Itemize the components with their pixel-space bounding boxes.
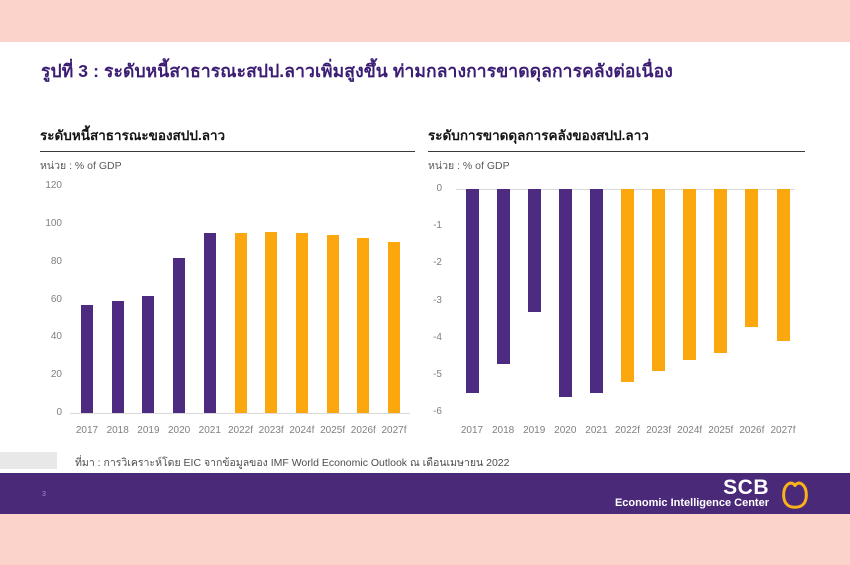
- source-row: ที่มา : การวิเคราะห์โดย EIC จากข้อมูลของ…: [0, 451, 850, 471]
- x-category-label: 2018: [106, 425, 129, 436]
- bar-2019: [142, 295, 155, 413]
- y-tick-label: 0: [56, 407, 62, 418]
- zero-axis-line: [70, 413, 410, 414]
- chart-title-fiscal-deficit: ระดับการขาดดุลการคลังของสปป.ลาว: [428, 118, 805, 152]
- footer-bar: 3 SCB Economic Intelligence Center: [0, 473, 850, 514]
- x-category-label: 2023f: [646, 425, 672, 436]
- y-tick-label: 40: [50, 331, 62, 343]
- bar-2027f: [776, 189, 790, 342]
- y-tick-label: 80: [50, 255, 62, 267]
- public-debt-bar-chart: 120 100 80 60 40 20 0 2017 2018 2019 2020 2021 2022f…: [40, 118, 415, 463]
- y-tick-label: -1: [433, 220, 442, 232]
- bar-2024f: [683, 189, 697, 360]
- bar-2021: [589, 189, 603, 394]
- y-tick-label: 100: [45, 217, 62, 229]
- scb-leaf-icon: [782, 481, 808, 509]
- x-category-label: 2026f: [350, 425, 376, 436]
- x-category-label: 2026f: [739, 425, 765, 436]
- y-tick-label: 20: [50, 369, 62, 381]
- chart-unit-label: หน่วย : % of GDP: [428, 160, 510, 172]
- y-tick-label: -4: [433, 331, 442, 343]
- x-category-label: 2021: [585, 425, 608, 436]
- chart-panel-public-debt: ระดับหนี้สาธารณะของสปป.ลาว หน่วย : % of …: [40, 118, 415, 463]
- chart-unit-label: หน่วย : % of GDP: [40, 160, 122, 172]
- x-category-label: 2020: [167, 425, 191, 436]
- bar-2025f: [714, 189, 728, 353]
- x-category-label: 2021: [198, 425, 221, 436]
- x-category-label: 2025f: [708, 425, 734, 436]
- bar-2018: [111, 301, 124, 413]
- bar-2021: [203, 233, 216, 413]
- y-tick-label: 0: [436, 183, 442, 194]
- top-pink-strip: [0, 0, 850, 42]
- bar-2018: [496, 189, 510, 364]
- x-category-label: 2019: [523, 425, 546, 436]
- x-category-label: 2024f: [677, 425, 703, 436]
- bar-2019: [527, 189, 541, 312]
- x-category-label: 2025f: [320, 425, 346, 436]
- bar-2020: [173, 257, 186, 413]
- bottom-pink-strip: [0, 514, 850, 565]
- source-text: ที่มา : การวิเคราะห์โดย EIC จากข้อมูลของ…: [75, 457, 510, 469]
- y-tick-label: 120: [45, 180, 62, 191]
- bar-2026f: [357, 238, 370, 413]
- page-title: รูปที่ 3 : ระดับหนี้สาธารณะสปป.ลาวเพิ่มส…: [41, 61, 673, 81]
- bar-2026f: [745, 189, 759, 327]
- x-category-label: 2023f: [258, 425, 284, 436]
- x-category-label: 2022f: [227, 425, 254, 436]
- y-tick-label: -3: [433, 294, 442, 306]
- bar-2022f: [234, 233, 247, 413]
- x-category-label: 2027f: [381, 425, 407, 436]
- bar-2024f: [295, 233, 308, 413]
- eic-label: Economic Intelligence Center: [614, 497, 769, 509]
- brand-text: SCB Economic Intelligence Center: [614, 476, 769, 509]
- bar-2022f: [621, 189, 634, 383]
- x-category-label: 2017: [460, 425, 484, 436]
- x-category-label: 2027f: [770, 425, 796, 436]
- bar-2017: [81, 305, 93, 413]
- x-category-label: 2022f: [614, 425, 641, 436]
- y-tick-label: -5: [433, 368, 442, 380]
- x-category-label: 2020: [554, 425, 577, 436]
- bar-2020: [558, 189, 572, 398]
- chart-title-public-debt: ระดับหนี้สาธารณะของสปป.ลาว: [40, 118, 415, 152]
- y-tick-label: 60: [50, 293, 62, 305]
- y-tick-label: -6: [433, 406, 442, 417]
- bar-2017: [465, 189, 479, 394]
- bar-2027f: [388, 241, 400, 413]
- y-tick-label: -2: [433, 257, 442, 269]
- x-category-label: 2017: [75, 425, 99, 436]
- brand-block: SCB Economic Intelligence Center: [615, 473, 812, 514]
- source-placeholder-box: [0, 452, 57, 469]
- page-number: 3: [42, 491, 46, 498]
- x-category-label: 2024f: [289, 425, 315, 436]
- bar-2025f: [326, 235, 339, 413]
- chart-panel-fiscal-deficit: ระดับการขาดดุลการคลังของสปป.ลาว หน่วย : …: [428, 118, 805, 463]
- bar-2023f: [265, 232, 278, 413]
- bar-2023f: [652, 189, 666, 372]
- x-category-label: 2018: [491, 425, 515, 436]
- scb-logo-text: SCB: [723, 476, 769, 499]
- x-category-label: 2019: [137, 425, 160, 436]
- fiscal-deficit-bar-chart: 0 -1 -2 -3 -4 -5 -6 2017 2018 2019 2020 2021 2022f 20…: [428, 118, 805, 463]
